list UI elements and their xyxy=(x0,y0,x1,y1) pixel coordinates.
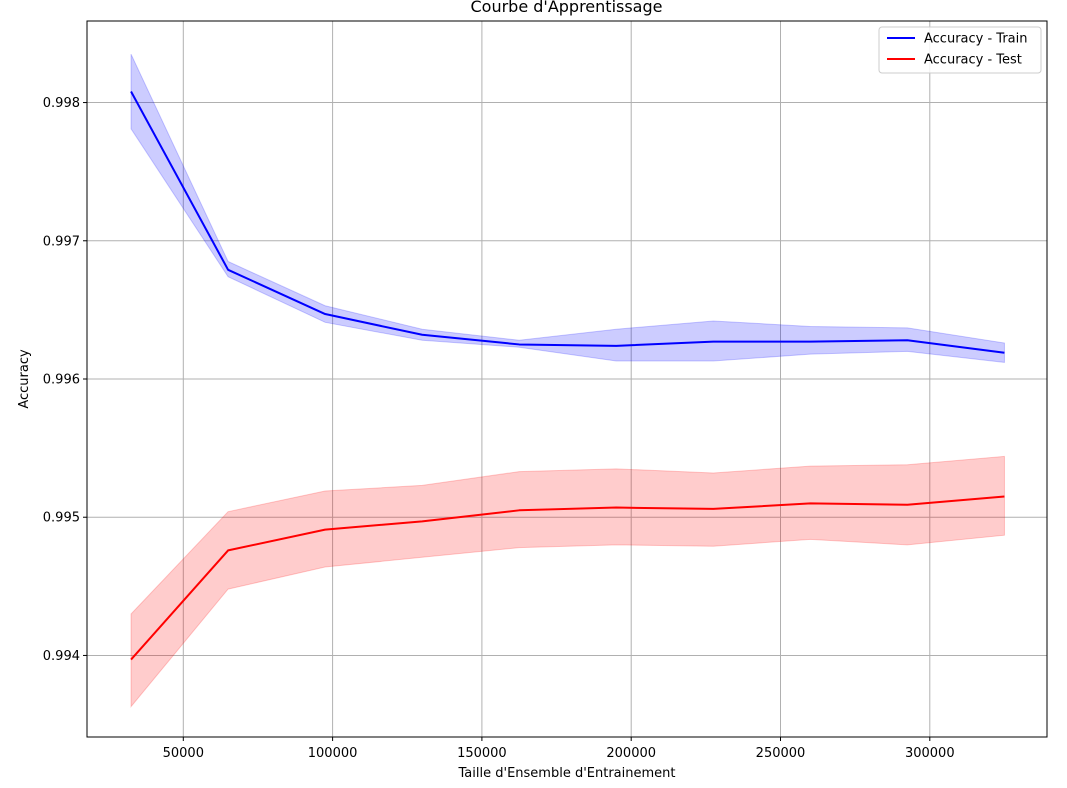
y-axis-ticks: 0.994 0.995 0.996 0.997 0.998 xyxy=(43,96,87,664)
y-tick-label: 0.996 xyxy=(43,373,80,388)
grid xyxy=(87,21,1047,737)
x-axis-ticks: 50000 100000 150000 200000 250000 300000 xyxy=(163,737,955,761)
legend-box xyxy=(878,26,1042,74)
legend-label: Accuracy - Test xyxy=(924,53,1022,68)
x-tick-label: 100000 xyxy=(308,746,358,761)
y-tick-label: 0.994 xyxy=(43,649,80,664)
chart-title: Courbe d'Apprentissage xyxy=(471,0,663,16)
series-line-test xyxy=(130,495,1005,661)
y-tick-label: 0.995 xyxy=(43,511,80,526)
x-tick-label: 200000 xyxy=(606,746,656,761)
confidence-band-test xyxy=(130,455,1005,708)
x-tick-label: 50000 xyxy=(163,746,204,761)
legend: Accuracy - Train Accuracy - Test xyxy=(878,26,1042,74)
series-line-train xyxy=(130,91,1005,354)
x-axis-label: Taille d'Ensemble d'Entrainement xyxy=(458,766,676,781)
x-tick-label: 250000 xyxy=(756,746,806,761)
confidence-bands xyxy=(130,53,1005,708)
series-lines xyxy=(130,91,1005,661)
x-tick-label: 150000 xyxy=(457,746,507,761)
x-tick-label: 300000 xyxy=(905,746,955,761)
confidence-band-train xyxy=(130,53,1005,363)
y-tick-label: 0.997 xyxy=(43,234,80,249)
legend-label: Accuracy - Train xyxy=(924,32,1028,47)
y-axis-label: Accuracy xyxy=(17,349,32,409)
y-tick-label: 0.998 xyxy=(43,96,80,111)
